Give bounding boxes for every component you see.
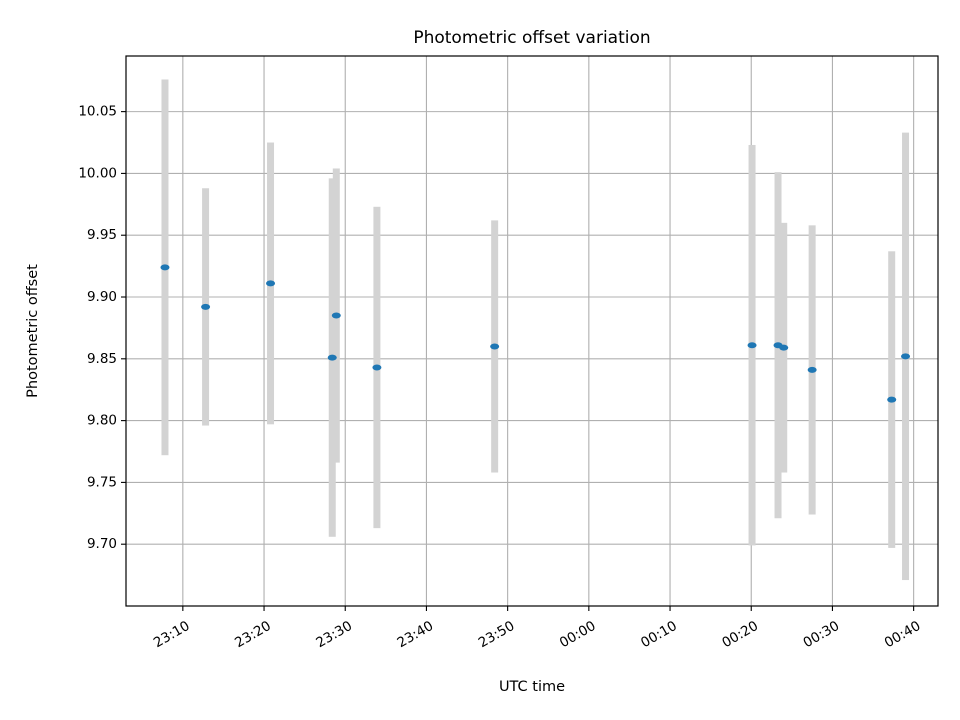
- y-axis-ticks: 9.70 9.75 9.80 9.85 9.90 9.95 10.00 10.05: [78, 104, 126, 552]
- data-point: [372, 364, 382, 371]
- y-axis-label: Photometric offset: [25, 264, 41, 398]
- y-tick-label: 10.00: [78, 165, 117, 181]
- y-tick-label: 9.80: [87, 413, 117, 429]
- y-tick-label: 9.90: [87, 289, 117, 305]
- data-point: [779, 344, 789, 351]
- data-point: [490, 343, 500, 350]
- data-point: [327, 354, 337, 361]
- data-point: [160, 264, 170, 271]
- data-points: [160, 264, 911, 403]
- data-point: [901, 353, 911, 360]
- plot-frame: [125, 55, 939, 607]
- data-point: [807, 366, 817, 373]
- data-point: [331, 312, 341, 319]
- data-point: [887, 396, 897, 403]
- y-tick-label: 9.75: [87, 474, 117, 490]
- chart-title: Photometric offset variation: [413, 28, 650, 48]
- grid: [126, 56, 938, 606]
- data-point: [201, 303, 211, 310]
- y-tick-label: 10.05: [78, 104, 117, 120]
- y-tick-label: 9.70: [87, 536, 117, 552]
- y-tick-label: 9.95: [87, 227, 117, 243]
- data-point: [266, 280, 276, 287]
- y-tick-label: 9.85: [87, 351, 117, 367]
- data-point: [747, 342, 757, 349]
- x-axis-label: UTC time: [499, 679, 565, 695]
